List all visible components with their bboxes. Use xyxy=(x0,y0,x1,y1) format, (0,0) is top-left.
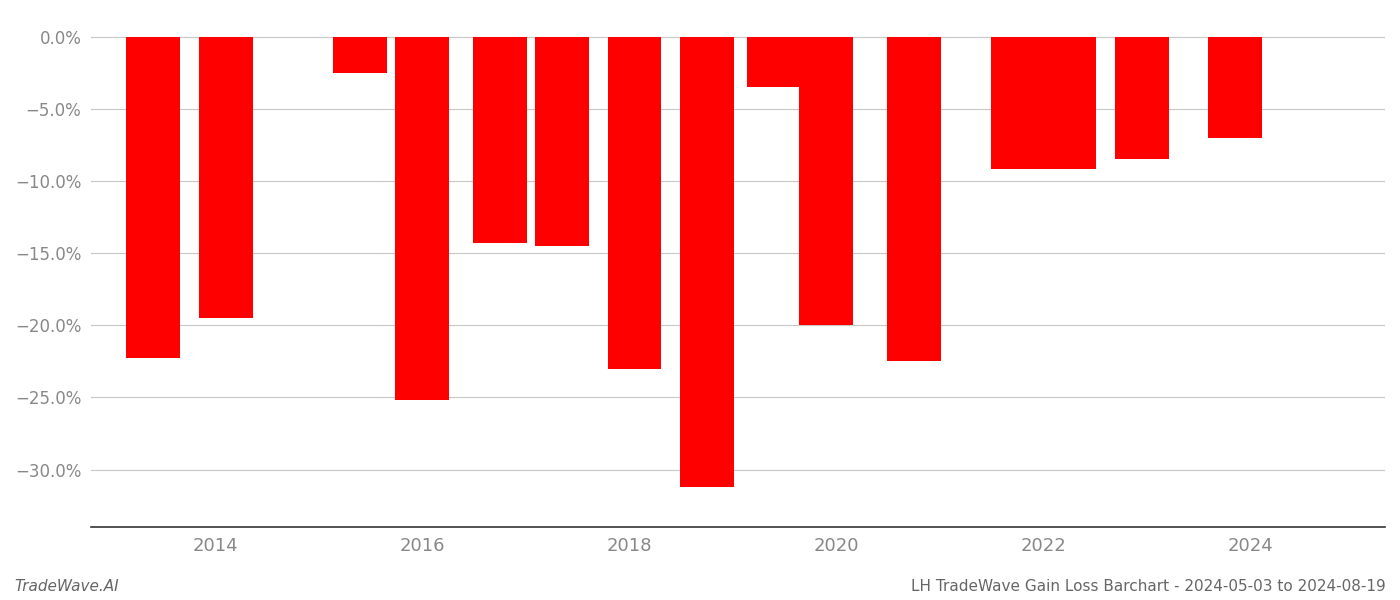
Bar xyxy=(608,37,661,368)
Bar xyxy=(126,37,181,358)
Bar xyxy=(199,37,252,318)
Bar xyxy=(748,37,801,87)
Text: LH TradeWave Gain Loss Barchart - 2024-05-03 to 2024-08-19: LH TradeWave Gain Loss Barchart - 2024-0… xyxy=(911,579,1386,594)
Text: TradeWave.AI: TradeWave.AI xyxy=(14,579,119,594)
Bar xyxy=(535,37,589,246)
Bar xyxy=(473,37,526,243)
Bar xyxy=(680,37,734,487)
Bar xyxy=(799,37,853,325)
Bar xyxy=(1114,37,1169,160)
Bar xyxy=(333,37,388,73)
Bar xyxy=(991,37,1044,169)
Bar xyxy=(888,37,941,361)
Bar xyxy=(1208,37,1261,137)
Bar xyxy=(395,37,449,400)
Bar xyxy=(1043,37,1096,169)
